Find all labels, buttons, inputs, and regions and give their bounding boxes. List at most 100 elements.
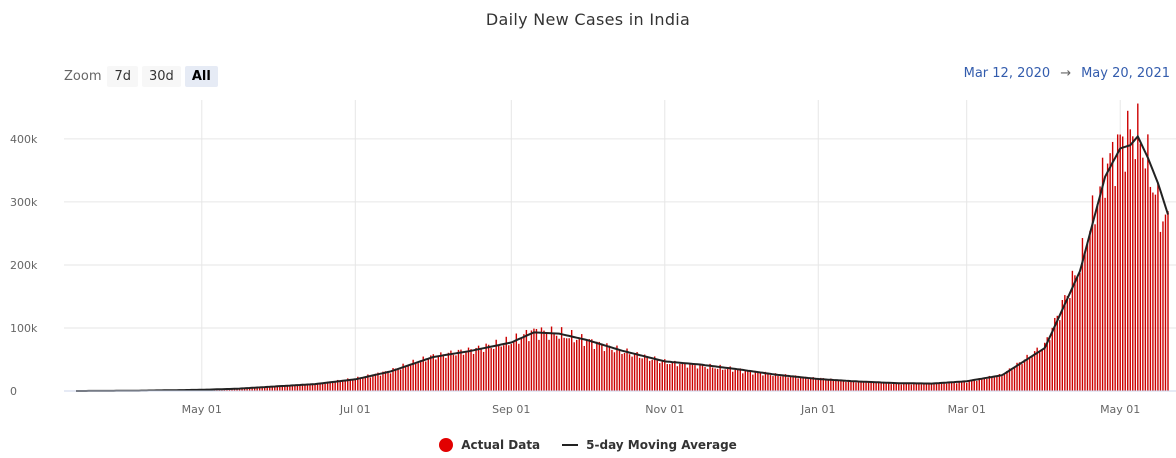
actual-bar: [608, 345, 611, 391]
actual-bar: [1129, 129, 1131, 391]
actual-bar: [309, 383, 311, 391]
x-tick-label: Jan 01: [800, 403, 835, 416]
actual-bar: [968, 380, 970, 391]
actual-bar: [1003, 374, 1006, 391]
actual-bar: [286, 385, 289, 391]
legend-item-average[interactable]: 5-day Moving Average: [562, 438, 737, 452]
actual-bar: [1152, 192, 1154, 391]
actual-bar: [603, 351, 606, 391]
legend-item-actual[interactable]: Actual Data: [439, 438, 540, 452]
actual-bar: [606, 343, 608, 391]
actual-bar: [364, 376, 367, 391]
actual-bar: [417, 363, 419, 391]
actual-bar: [281, 385, 284, 391]
actual-bar: [1028, 357, 1031, 391]
actual-bar: [719, 364, 721, 391]
actual-bar: [543, 330, 545, 391]
actual-bar: [679, 363, 681, 391]
actual-bar: [1127, 110, 1129, 391]
actual-bar: [266, 386, 268, 391]
actual-bar: [269, 386, 271, 391]
actual-bar: [875, 382, 877, 391]
actual-bar: [804, 376, 807, 391]
actual-bar: [669, 364, 671, 391]
actual-bar: [633, 353, 636, 391]
actual-bar: [744, 370, 746, 391]
actual-bar: [344, 381, 346, 391]
actual-bar: [648, 360, 651, 391]
actual-bar: [1008, 368, 1011, 391]
actual-bar: [973, 380, 975, 391]
actual-bar: [1106, 163, 1109, 391]
actual-bar: [893, 383, 895, 391]
actual-bar: [978, 378, 980, 391]
actual-bar: [812, 377, 814, 391]
actual-bar: [447, 352, 450, 391]
actual-bar: [570, 330, 573, 391]
actual-bar: [581, 334, 583, 391]
actual-bar: [802, 376, 804, 391]
actual-bar: [1018, 362, 1021, 391]
range-end-date[interactable]: May 20, 2021: [1081, 66, 1170, 81]
actual-bar: [787, 377, 789, 391]
actual-bar: [767, 374, 769, 391]
actual-bar: [628, 354, 631, 391]
actual-bar: [1026, 354, 1028, 391]
actual-bar: [656, 360, 658, 391]
actual-bar: [576, 339, 578, 391]
actual-bar: [903, 383, 905, 391]
actual-bar: [623, 352, 626, 391]
actual-bar: [966, 382, 968, 391]
actual-bar: [1054, 317, 1056, 391]
actual-bar: [872, 382, 875, 391]
actual-bar: [822, 378, 824, 391]
actual-bar: [407, 366, 409, 391]
actual-bar: [437, 355, 440, 391]
actual-bar: [264, 386, 266, 391]
actual-bar: [1079, 273, 1081, 391]
actual-bar: [777, 375, 779, 391]
actual-bar: [475, 347, 477, 391]
actual-bar: [799, 377, 802, 391]
actual-bar: [749, 370, 752, 391]
actual-bar: [342, 380, 344, 391]
actual-bar: [533, 328, 535, 391]
actual-bar: [616, 345, 618, 391]
actual-bar: [701, 365, 704, 391]
zoom-30d-button[interactable]: 30d: [142, 65, 181, 87]
zoom-all-button[interactable]: All: [184, 65, 218, 87]
actual-bar: [1056, 315, 1058, 391]
actual-bar: [915, 383, 918, 391]
actual-bar: [792, 376, 794, 391]
legend-label-actual: Actual Data: [461, 438, 541, 452]
actual-bar: [940, 383, 943, 391]
actual-bar: [1061, 300, 1064, 391]
actual-bar: [860, 381, 862, 391]
actual-bar: [789, 376, 792, 391]
actual-bar: [241, 388, 243, 391]
actual-bar: [477, 345, 480, 391]
actual-bar: [1076, 276, 1079, 391]
actual-bar: [953, 381, 955, 391]
actual-bar: [1033, 351, 1036, 391]
zoom-7d-button[interactable]: 7d: [107, 65, 139, 87]
actual-bar: [311, 383, 314, 391]
actual-bar: [810, 377, 812, 391]
actual-bar: [689, 363, 691, 391]
actual-bar: [372, 374, 374, 391]
actual-bar: [905, 383, 908, 391]
range-start-date[interactable]: Mar 12, 2020: [963, 66, 1051, 81]
actual-bar: [329, 381, 331, 391]
actual-bar: [538, 339, 540, 391]
actual-bar: [1124, 171, 1126, 391]
actual-bar: [518, 343, 520, 391]
actual-bar: [583, 345, 585, 391]
actual-bar: [294, 385, 296, 391]
actual-bar: [251, 387, 253, 391]
actual-bar: [246, 387, 248, 391]
actual-bar: [757, 372, 759, 391]
actual-bar: [369, 377, 372, 391]
actual-bar: [918, 383, 920, 391]
actual-bar: [316, 383, 319, 391]
actual-bar: [1096, 203, 1099, 391]
